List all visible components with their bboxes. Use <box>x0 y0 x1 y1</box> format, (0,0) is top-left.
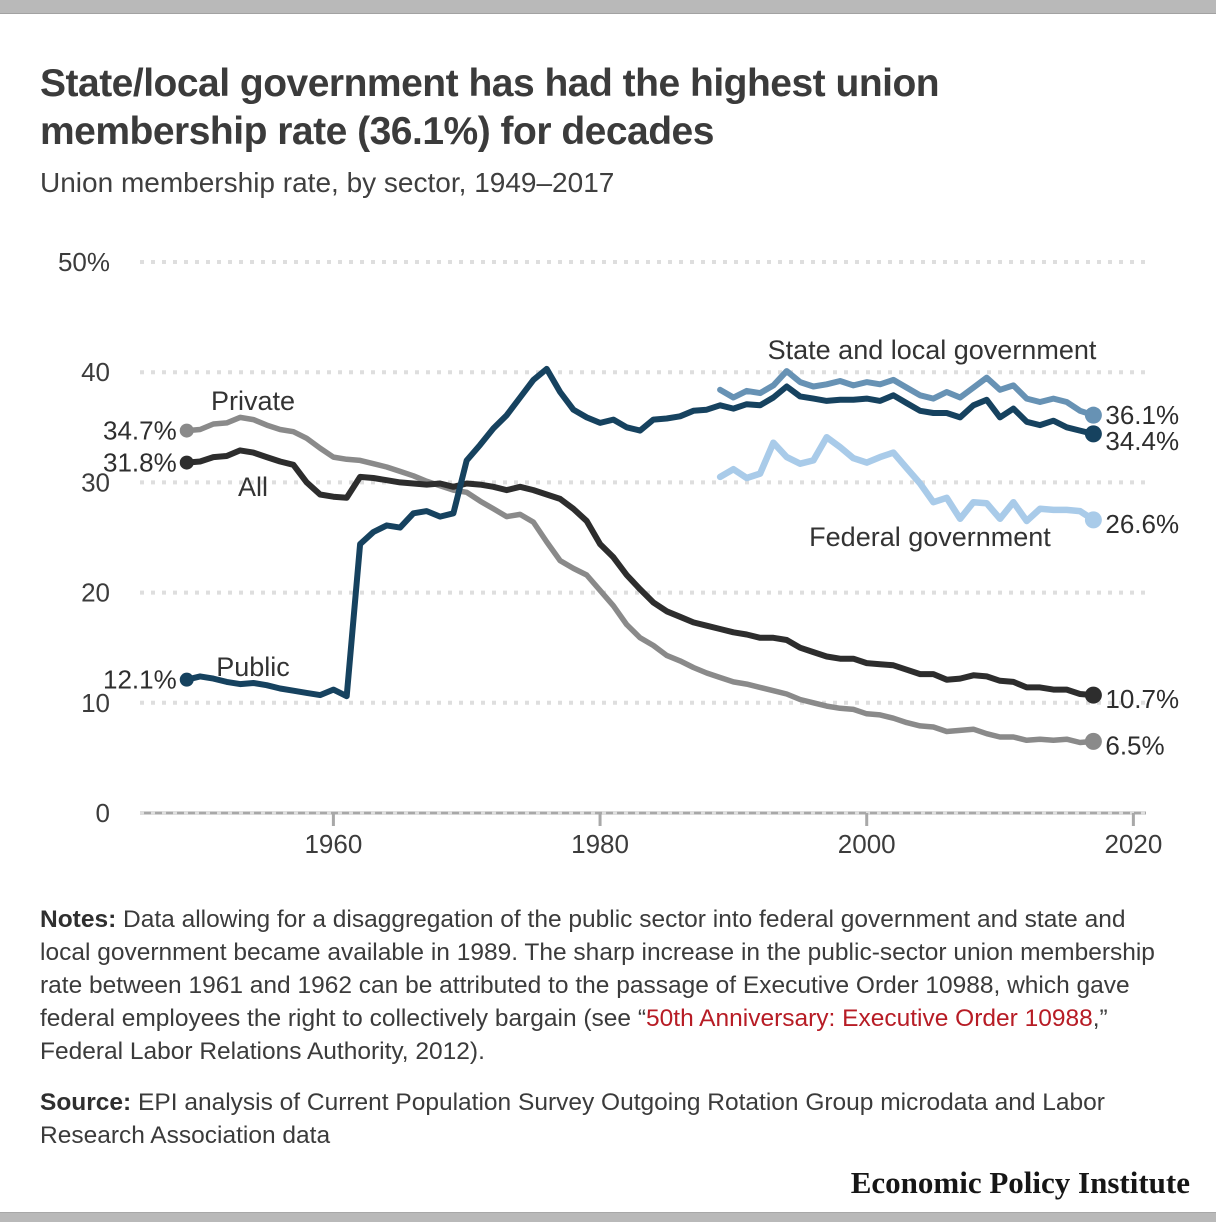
y-tick-label-50: 50% <box>58 247 110 277</box>
end-dot-federal <box>1084 511 1102 529</box>
x-tick-label-2020: 2020 <box>1104 829 1162 859</box>
series-name-label-state_local: State and local government <box>768 335 1097 365</box>
end-value-label-private: 6.5% <box>1105 730 1164 760</box>
epi-wordmark: Economic Policy Institute <box>850 1165 1190 1200</box>
notes-text-before-link: Data allowing for a disaggregation of th… <box>40 906 1155 1032</box>
start-value-label-public: 12.1% <box>103 665 177 695</box>
series-line-state_local <box>717 368 1097 419</box>
end-value-label-all: 10.7% <box>1105 684 1179 714</box>
executive-order-link[interactable]: 50th Anniversary: Executive Order 10988 <box>646 1005 1093 1032</box>
start-value-label-all: 31.8% <box>103 448 177 478</box>
source-label: Source: <box>40 1089 132 1116</box>
x-tick-label-1960: 1960 <box>304 829 362 859</box>
y-tick-label-20: 20 <box>81 578 110 608</box>
x-tick-label-2000: 2000 <box>838 829 896 859</box>
end-dot-all <box>1084 686 1102 704</box>
source-paragraph: Source: EPI analysis of Current Populati… <box>40 1086 1180 1152</box>
x-tick-label-1980: 1980 <box>571 829 629 859</box>
bottom-gray-bar <box>0 1212 1216 1222</box>
series-name-label-private: Private <box>211 386 295 416</box>
union-membership-line-chart: 50% 40 30 20 10 0 1960 1980 2000 2020 34.7% 6.5% Pri… <box>58 247 1179 859</box>
series-line-private <box>183 414 1097 746</box>
y-tick-label-10: 10 <box>81 688 110 718</box>
source-text: EPI analysis of Current Population Surve… <box>40 1089 1105 1149</box>
chart-title: State/local government has had the highe… <box>40 62 940 153</box>
start-value-label-private: 34.7% <box>103 416 177 446</box>
end-dot-private <box>1084 732 1102 750</box>
end-value-label-state_local: 36.1% <box>1105 400 1179 430</box>
notes-text-after-link: ,” Federal Labor Relations Authority, 20… <box>40 1005 1108 1065</box>
series-line-all <box>183 447 1097 699</box>
series-line-public <box>183 365 1097 700</box>
series-name-label-public: Public <box>216 652 290 682</box>
start-dot-all <box>179 455 194 470</box>
series-name-label-federal: Federal government <box>809 522 1051 552</box>
notes-label: Notes: <box>40 906 117 933</box>
y-tick-label-30: 30 <box>81 467 110 497</box>
series-name-label-all: All <box>238 472 268 502</box>
end-value-label-federal: 26.6% <box>1105 509 1179 539</box>
y-tick-label-0: 0 <box>96 798 110 828</box>
y-tick-label-40: 40 <box>81 357 110 387</box>
series-line-federal <box>716 433 1097 525</box>
end-dot-public <box>1084 425 1102 443</box>
start-dot-public <box>179 672 194 687</box>
end-value-label-public: 34.4% <box>1105 426 1179 456</box>
chart-subtitle: Union membership rate, by sector, 1949–2… <box>40 167 615 198</box>
start-dot-private <box>179 423 194 438</box>
top-gray-bar <box>0 0 1216 14</box>
end-dot-state_local <box>1084 406 1102 424</box>
notes-paragraph: Notes: Data allowing for a disaggregatio… <box>40 903 1180 1068</box>
